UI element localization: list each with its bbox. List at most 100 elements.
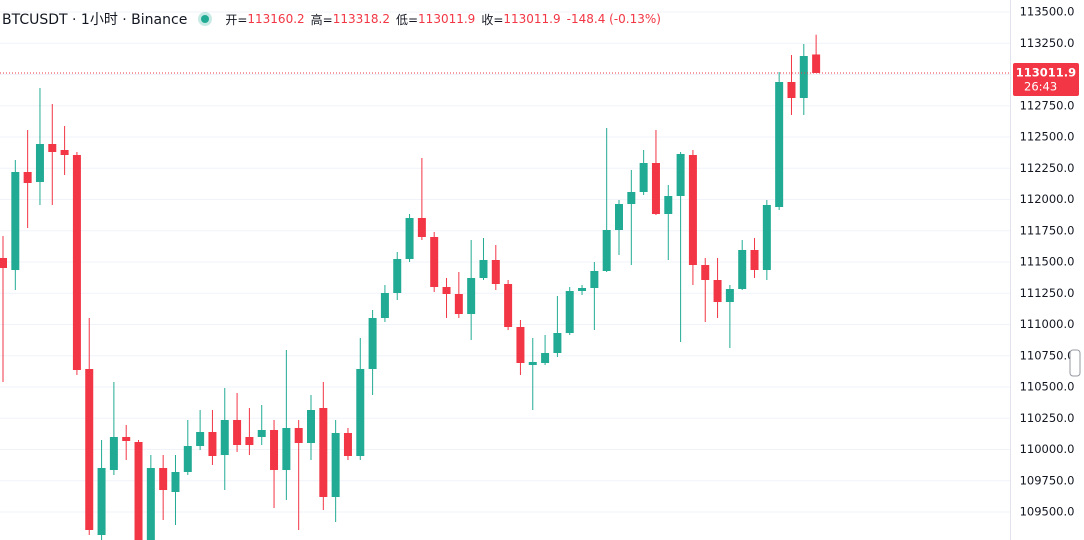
y-tick-label: 111250.0 bbox=[1020, 286, 1075, 300]
candle-body bbox=[799, 56, 808, 98]
candle-body bbox=[430, 237, 439, 287]
candle-body bbox=[701, 265, 710, 280]
candle-body bbox=[220, 420, 229, 455]
candle-body bbox=[516, 327, 525, 363]
y-tick-label: 111750.0 bbox=[1020, 223, 1075, 237]
candle-body bbox=[146, 468, 155, 540]
ohlc-label: 开= bbox=[225, 12, 248, 27]
candle-body bbox=[491, 260, 500, 284]
candle-body bbox=[639, 163, 648, 192]
y-tick-label: 113500.0 bbox=[1020, 5, 1075, 19]
candle-body bbox=[393, 259, 402, 293]
candle-body bbox=[676, 154, 685, 196]
grid bbox=[0, 11, 1010, 513]
candle-body bbox=[528, 362, 537, 365]
candle-body bbox=[257, 430, 266, 437]
y-tick-label: 112750.0 bbox=[1020, 98, 1075, 112]
ohlc-label: 低= bbox=[395, 12, 419, 27]
ohlc-label: 高= bbox=[310, 12, 333, 27]
candle-body bbox=[171, 472, 180, 492]
candle-body bbox=[60, 150, 69, 155]
candle-body bbox=[97, 468, 106, 535]
candle-body bbox=[331, 433, 340, 497]
ohlc-value: 113318.2 bbox=[332, 12, 390, 26]
candle-body bbox=[479, 260, 488, 278]
candle-body bbox=[553, 333, 562, 353]
candle-body bbox=[159, 468, 168, 490]
candle-body bbox=[196, 432, 205, 446]
candle-body bbox=[738, 250, 747, 289]
y-tick-label: 110000.0 bbox=[1020, 442, 1075, 456]
candle-body bbox=[233, 420, 242, 445]
candles bbox=[0, 34, 821, 540]
status-dot bbox=[201, 15, 210, 23]
candle-body bbox=[467, 278, 476, 314]
candle-body bbox=[208, 432, 217, 456]
candle-body bbox=[72, 155, 81, 370]
candle-body bbox=[417, 218, 426, 237]
candle-body bbox=[615, 204, 623, 230]
candle-body bbox=[664, 196, 673, 214]
symbol: BTCUSDT · 1小时 · Binance bbox=[2, 12, 188, 28]
candle-body bbox=[688, 155, 697, 265]
candle-body bbox=[109, 437, 118, 470]
scale-handle[interactable] bbox=[1069, 349, 1081, 377]
price-tag-value: 113011.9 bbox=[1016, 66, 1076, 80]
candle-body bbox=[245, 437, 254, 445]
ohlc-value: 113011.9 bbox=[418, 12, 476, 26]
y-tick-label: 109500.0 bbox=[1020, 505, 1075, 519]
candle-body bbox=[35, 144, 44, 182]
candle-body bbox=[356, 369, 365, 456]
candle-body bbox=[787, 82, 796, 98]
y-tick-label: 112500.0 bbox=[1020, 130, 1075, 144]
candle-body bbox=[183, 446, 192, 472]
y-tick-label: 110500.0 bbox=[1020, 380, 1075, 394]
candle-body bbox=[725, 289, 734, 302]
candle-body bbox=[578, 288, 587, 291]
candle-body bbox=[319, 408, 328, 497]
candle-body bbox=[48, 144, 57, 152]
candle-body bbox=[343, 433, 352, 456]
candle-body bbox=[602, 230, 611, 271]
y-tick-label: 113250.0 bbox=[1020, 36, 1075, 50]
candle-body bbox=[590, 271, 599, 288]
y-tick-label: 111000.0 bbox=[1020, 317, 1075, 331]
y-tick-label: 109750.0 bbox=[1020, 473, 1075, 487]
ohlc-value: 113011.9 bbox=[503, 12, 561, 26]
candle-body bbox=[627, 192, 636, 204]
candle-body bbox=[0, 258, 7, 268]
candle-body bbox=[270, 430, 279, 470]
y-tick-label: 110750.0 bbox=[1020, 348, 1075, 362]
candle-body bbox=[368, 318, 377, 369]
candle-body bbox=[651, 163, 660, 214]
price-tag bbox=[1013, 63, 1079, 97]
candle-body bbox=[454, 294, 463, 314]
ohlc-value: 113160.2 bbox=[247, 12, 305, 26]
candle-body bbox=[11, 172, 20, 270]
candle-body bbox=[134, 442, 143, 540]
y-tick-label: 110250.0 bbox=[1020, 411, 1075, 425]
candle-body bbox=[380, 293, 389, 318]
candle-body bbox=[85, 369, 94, 530]
candle-body bbox=[713, 280, 722, 302]
y-tick-label: 112250.0 bbox=[1020, 161, 1075, 175]
candle-body bbox=[565, 291, 574, 333]
candle-body bbox=[294, 428, 303, 443]
candle-body bbox=[405, 218, 414, 259]
candle-body bbox=[775, 82, 784, 207]
legend-header: BTCUSDT · 1小时 · Binance 开= 113160.2 高= 113… bbox=[2, 8, 667, 30]
candle-body bbox=[750, 250, 759, 270]
candle-body bbox=[282, 428, 291, 470]
ohlc-label: 收= bbox=[481, 12, 504, 27]
candle-body bbox=[812, 54, 821, 74]
candle-body bbox=[762, 205, 771, 270]
candle-body bbox=[442, 287, 451, 294]
candle-body bbox=[541, 353, 550, 363]
candle-body bbox=[122, 437, 131, 441]
candle-body bbox=[504, 284, 513, 327]
y-tick-label: 112000.0 bbox=[1020, 192, 1075, 206]
y-tick-label: 111500.0 bbox=[1020, 255, 1075, 269]
candle-body bbox=[23, 172, 32, 183]
